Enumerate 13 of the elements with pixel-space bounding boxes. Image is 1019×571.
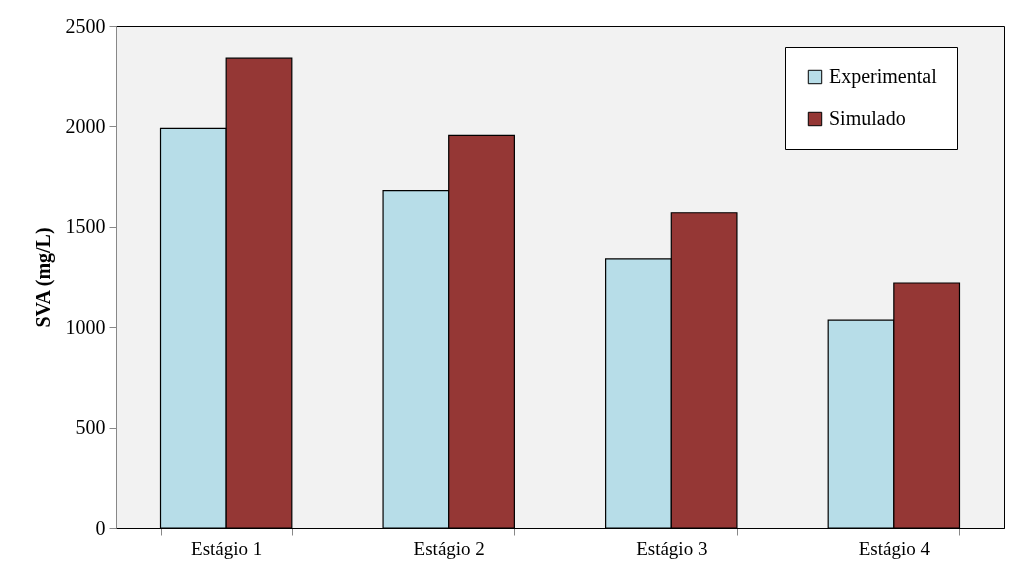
y-tick-label: 2500 [65, 14, 106, 37]
y-tick-label: 1500 [65, 215, 106, 238]
legend-label: Experimental [829, 65, 938, 88]
y-tick-label: 1000 [65, 315, 106, 338]
y-tick-label: 500 [75, 416, 106, 439]
x-tick-label: Estágio 3 [636, 537, 708, 559]
x-tick-label: Estágio 2 [413, 537, 485, 559]
y-tick-label: 0 [95, 516, 106, 539]
legend-label: Simulado [829, 107, 906, 129]
y-tick-label: 2000 [65, 114, 106, 137]
x-tick-label: Estágio 4 [858, 537, 931, 559]
x-tick-label: Estágio 1 [191, 537, 263, 559]
y-axis-title: SVA (mg/L) [31, 227, 55, 328]
